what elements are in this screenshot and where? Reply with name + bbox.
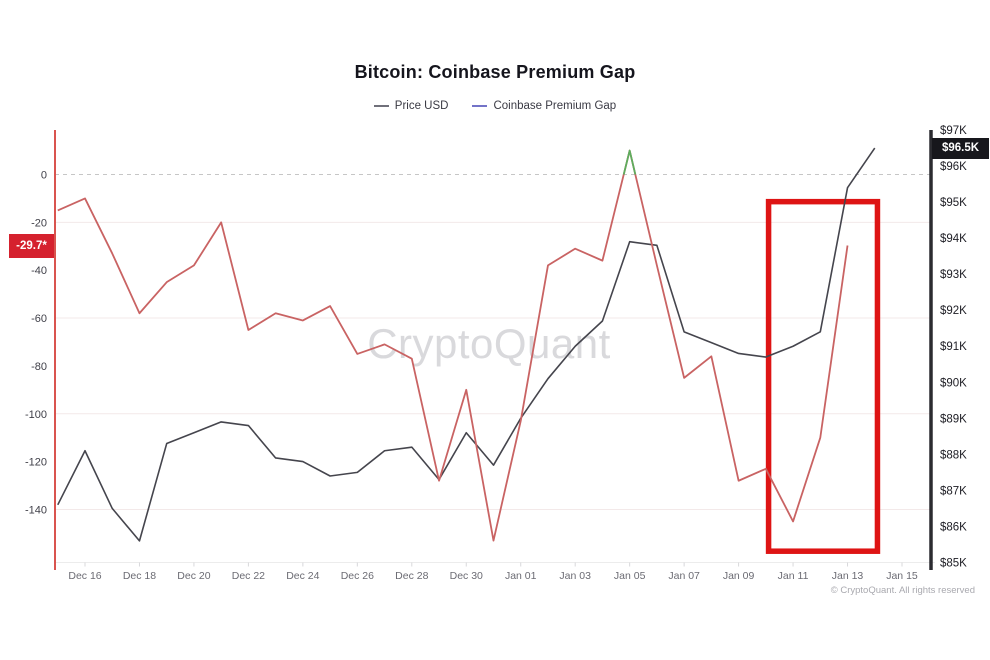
x-axis-label: Jan 03: [559, 570, 591, 582]
current-gap-badge: -29.7*: [9, 233, 54, 258]
y-axis-label-right: $94K: [940, 233, 967, 245]
x-axis-label: Dec 20: [177, 570, 210, 582]
premium-gap-positive-segment: [622, 149, 637, 175]
y-axis-label-right: $90K: [940, 377, 967, 389]
premium-gap-line-swatch: [472, 105, 488, 107]
y-axis-label-right: $89K: [940, 413, 967, 425]
price-line-swatch: [373, 105, 389, 107]
y-axis-label-right: $88K: [940, 449, 967, 461]
y-axis-label-left: -40: [31, 265, 47, 277]
y-axis-label-left: -120: [25, 457, 47, 469]
y-axis-label-right: $87K: [940, 485, 967, 497]
x-axis-label: Jan 11: [778, 570, 809, 582]
y-axis-label-right: $96K: [940, 161, 967, 173]
x-axis-label: Jan 13: [832, 570, 864, 582]
x-axis-label: Dec 18: [123, 570, 156, 582]
y-axis-label-left: -100: [25, 409, 47, 421]
y-axis-label-right: $92K: [940, 305, 967, 317]
x-axis-label: Dec 28: [395, 570, 428, 582]
y-axis-label-right: $97K: [940, 125, 967, 137]
x-axis-label: Dec 22: [232, 570, 265, 582]
highlight-box: [765, 198, 881, 554]
legend-item-price: Price USD: [373, 100, 449, 112]
x-axis-label: Jan 05: [614, 570, 646, 582]
y-axis-label-right: $86K: [940, 521, 967, 533]
coinbase-premium-gap-line: [57, 149, 849, 542]
y-axis-label-left: -140: [25, 504, 47, 516]
x-axis-label: Dec 24: [286, 570, 319, 582]
x-axis-label: Dec 30: [450, 570, 483, 582]
x-axis-label: Jan 01: [505, 570, 537, 582]
y-axis-label-left: -20: [31, 217, 47, 229]
copyright-notice: © CryptoQuant. All rights reserved: [830, 585, 975, 596]
y-axis-label-left: -80: [31, 361, 47, 373]
x-axis-label: Jan 15: [886, 570, 918, 582]
y-axis-label-right: $91K: [940, 341, 967, 353]
chart-title: Bitcoin: Coinbase Premium Gap: [354, 62, 636, 82]
x-axis-label: Dec 16: [68, 570, 101, 582]
x-axis-label: Jan 07: [668, 570, 700, 582]
y-axis-label-right: $95K: [940, 197, 967, 209]
legend: Price USD Coinbase Premium Gap: [0, 100, 990, 112]
legend-item-gap: Coinbase Premium Gap: [472, 100, 616, 112]
x-axis-label: Jan 09: [723, 570, 755, 582]
price-usd-line: [57, 147, 876, 542]
current-price-badge: $96.5K: [932, 137, 989, 159]
y-axis-label-left: -60: [31, 313, 47, 325]
y-axis-label-left: 0: [41, 170, 47, 182]
y-axis-label-right: $85K: [940, 557, 967, 569]
y-axis-label-right: $93K: [940, 269, 967, 281]
legend-label-price: Price USD: [394, 100, 449, 112]
legend-label-gap: Coinbase Premium Gap: [493, 100, 617, 112]
watermark: CryptoQuant: [367, 320, 611, 367]
x-axis-label: Dec 26: [341, 570, 374, 582]
